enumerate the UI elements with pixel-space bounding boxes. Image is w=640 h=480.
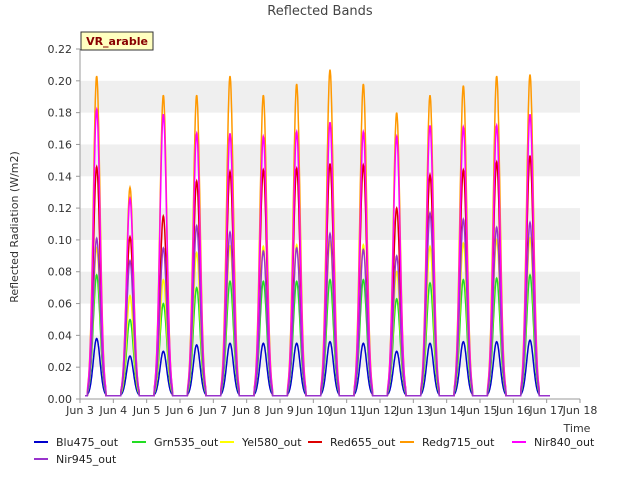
y-tick-label: 0.00 — [48, 393, 73, 406]
x-tick-label: Jun 14 — [428, 404, 464, 417]
x-axis-label: Time — [563, 422, 591, 435]
y-tick-label: 0.06 — [48, 298, 73, 311]
x-tick-label: Jun 16 — [495, 404, 531, 417]
x-tick-label: Jun 13 — [395, 404, 431, 417]
axes: 0.00 0.02 0.04 0.06 0.08 0.10 0.12 0.14 0.16 0.18… — [48, 43, 598, 417]
y-tick-label: 0.18 — [48, 107, 73, 120]
grid-band — [80, 335, 580, 368]
x-tick-label: Jun 9 — [265, 404, 294, 417]
y-tick-label: 0.10 — [48, 234, 73, 247]
x-tick-label: Jun 3 — [65, 404, 94, 417]
y-tick-label: 0.22 — [48, 43, 73, 56]
badge-box — [80, 31, 154, 51]
x-tick-label: Jun 12 — [362, 404, 398, 417]
legend-swatch — [34, 441, 48, 443]
legend-swatch — [34, 458, 48, 460]
legend-swatch — [512, 441, 526, 443]
legend-label: Yel580_out — [242, 436, 302, 449]
x-tick-label: Jun 17 — [528, 404, 564, 417]
x-tick-label: Jun 15 — [462, 404, 498, 417]
legend-item-Yel580_out: Yel580_out — [220, 436, 302, 450]
x-tick-label: Jun 10 — [295, 404, 331, 417]
legend-swatch — [220, 441, 234, 443]
x-tick-label: Jun 5 — [132, 404, 161, 417]
y-axis-label: Reflected Radiation (W/m2) — [8, 151, 21, 303]
legend-label: Blu475_out — [56, 436, 119, 449]
grid-band — [80, 80, 580, 113]
plot-area — [85, 69, 550, 397]
legend-swatch — [400, 441, 414, 443]
x-tick-label: Jun 18 — [562, 404, 598, 417]
legend-item-Nir945_out: Nir945_out — [34, 453, 116, 467]
dataset-badge: VR_arable — [80, 31, 154, 51]
grid-bands — [80, 49, 580, 399]
legend-item-Blu475_out: Blu475_out — [34, 436, 118, 450]
y-tick-label: 0.08 — [48, 266, 73, 279]
grid-band — [80, 271, 580, 304]
y-tick-label: 0.20 — [48, 75, 73, 88]
legend-item-Nir840_out: Nir840_out — [512, 436, 594, 450]
legend-item-Redg715_out: Redg715_out — [400, 436, 494, 450]
x-tick-label: Jun 11 — [328, 404, 364, 417]
x-tick-label: Jun 4 — [98, 404, 127, 417]
y-tick-label: 0.14 — [48, 170, 73, 183]
chart-title: Reflected Bands — [267, 4, 373, 19]
legend-label: Red655_out — [330, 436, 396, 449]
grid-band — [80, 144, 580, 177]
legend-label: Nir840_out — [534, 436, 595, 449]
legend-label: Redg715_out — [422, 436, 495, 449]
legend-label: Nir945_out — [56, 453, 117, 466]
x-tick-label: Jun 7 — [198, 404, 227, 417]
x-tick-label: Jun 8 — [232, 404, 261, 417]
badge-label: VR_arable — [86, 35, 148, 48]
y-tick-label: 0.04 — [48, 329, 73, 342]
legend-swatch — [308, 441, 322, 443]
y-tick-label: 0.02 — [48, 361, 73, 374]
x-tick-label: Jun 6 — [165, 404, 194, 417]
y-tick-label: 0.12 — [48, 202, 73, 215]
legend-label: Grn535_out — [154, 436, 219, 449]
legend-item-Red655_out: Red655_out — [308, 436, 395, 450]
legend-swatch — [132, 441, 146, 443]
y-tick-label: 0.16 — [48, 138, 73, 151]
series-line-Nir945_out — [85, 210, 550, 397]
legend-item-Grn535_out: Grn535_out — [132, 436, 218, 450]
